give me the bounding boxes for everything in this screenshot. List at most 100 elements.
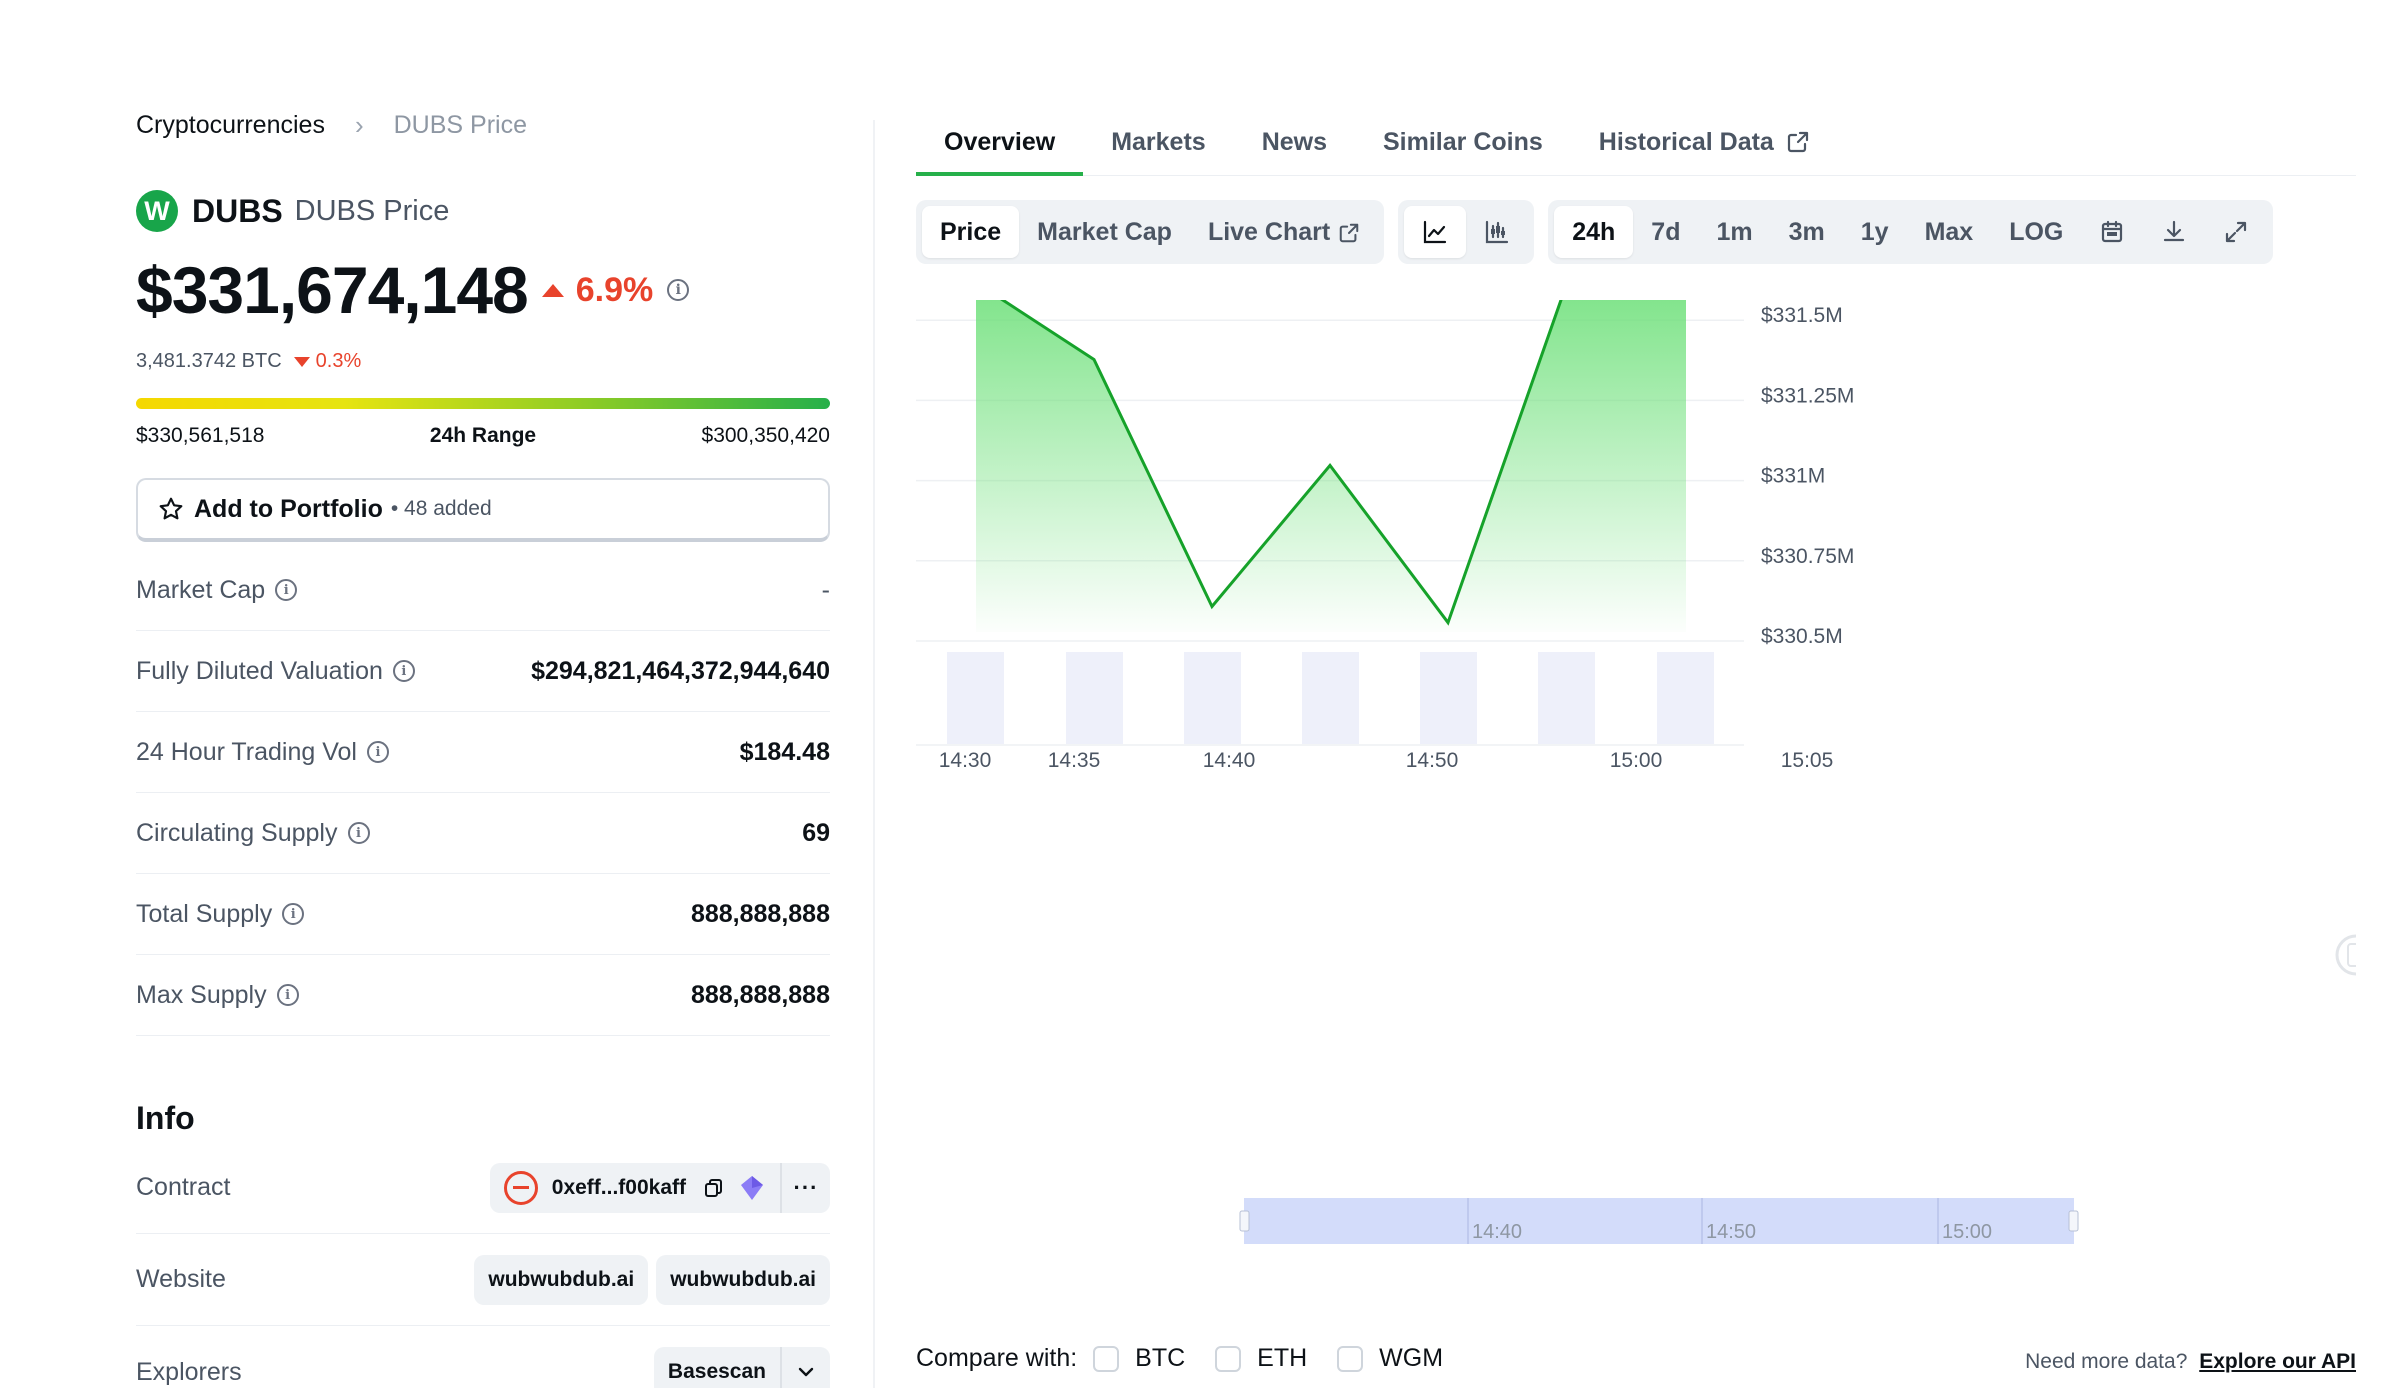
price-line: [1000, 300, 1563, 626]
range-24h-button[interactable]: 24h: [1554, 206, 1634, 258]
price-change: 6.9%: [541, 270, 654, 310]
range-labels: $330,561,518 24h Range $300,350,420: [136, 424, 830, 448]
stat-label: Market Cap: [136, 575, 266, 604]
x-tick-label: 15:05: [1781, 749, 1834, 772]
candlestick-chart-button[interactable]: [1466, 206, 1528, 258]
stat-fully-diluted-valuation: Fully Diluted Valuation i $294,821,464,37…: [136, 631, 830, 712]
checkbox[interactable]: [1215, 1345, 1242, 1372]
volume-bars: [947, 652, 1714, 744]
breadcrumb: Cryptocurrencies › DUBS Price: [136, 110, 527, 141]
info-website-row: Website wubwubdub.ai wubwubdub.ai: [136, 1234, 830, 1326]
info-icon[interactable]: i: [347, 822, 370, 844]
range-high: $300,350,420: [701, 424, 830, 447]
price-chart[interactable]: $331.75M$331.5M$331.25M$331M$330.75M$330…: [916, 300, 2356, 1310]
navigator-handle-left[interactable]: [1239, 1210, 1250, 1232]
compare-wgm[interactable]: WGM: [1337, 1344, 1443, 1373]
website-link[interactable]: wubwubdub.ai: [474, 1254, 649, 1305]
line-chart-button[interactable]: [1404, 206, 1467, 258]
view-live-chart-button[interactable]: Live Chart: [1190, 206, 1378, 258]
volume-bar: [1420, 652, 1477, 744]
volume-bar: [1538, 652, 1595, 744]
contract-more-button[interactable]: ···: [780, 1162, 830, 1213]
btc-change-value: 0.3%: [315, 350, 362, 372]
compare-btc[interactable]: BTC: [1093, 1344, 1185, 1373]
stat-market-cap: Market Cap i -: [136, 550, 830, 631]
add-to-portfolio-button[interactable]: Add to Portfolio • 48 added: [136, 478, 830, 542]
date-range-button[interactable]: [2081, 206, 2143, 258]
breadcrumb-cryptocurrencies[interactable]: Cryptocurrencies: [136, 111, 325, 139]
tab-news[interactable]: News: [1261, 128, 1327, 156]
contract-address: 0xeff...f00kaff: [551, 1175, 686, 1199]
navigator-tick-label: 15:00: [1942, 1221, 1992, 1243]
y-tick-label: $331.5M: [1761, 304, 1843, 327]
stat-label: Circulating Supply: [136, 818, 338, 847]
range-toggle-group: 24h 7d 1m 3m 1y Max LOG: [1548, 200, 2274, 264]
website-link[interactable]: wubwubdub.ai: [656, 1254, 830, 1305]
compare-eth[interactable]: ETH: [1215, 1344, 1307, 1373]
price-change-value: 6.9%: [575, 270, 654, 309]
info-explorers-row: Explorers Basescan: [136, 1326, 830, 1388]
compare-wgm-label: WGM: [1379, 1344, 1444, 1372]
external-link-icon: [1339, 223, 1359, 243]
checkbox[interactable]: [1337, 1345, 1364, 1372]
info-icon[interactable]: i: [275, 579, 298, 601]
info-icon[interactable]: i: [276, 984, 299, 1006]
range-7d-button[interactable]: 7d: [1651, 217, 1681, 246]
explorers-label: Explorers: [136, 1357, 242, 1386]
stat-trading-volume: 24 Hour Trading Vol i $184.48: [136, 712, 830, 793]
navigator-handle-right[interactable]: [2068, 1210, 2079, 1232]
tab-markets[interactable]: Markets: [1111, 128, 1206, 156]
x-tick-label: 14:40: [1203, 749, 1256, 772]
stat-max-supply: Max Supply i 888,888,888: [136, 955, 830, 1036]
stat-label: Fully Diluted Valuation: [136, 656, 383, 685]
fullscreen-button[interactable]: [2205, 206, 2267, 258]
volume-bar: [1302, 652, 1359, 744]
stat-label: Total Supply: [136, 899, 273, 928]
page-tabs: Overview Markets News Similar Coins Hist…: [916, 120, 2356, 176]
volume-bar: [1066, 652, 1123, 744]
view-price-button[interactable]: Price: [922, 206, 1020, 258]
price-btc-row: 3,481.3742 BTC 0.3%: [136, 350, 361, 373]
contract-group: 0xeff...f00kaff ···: [489, 1162, 830, 1213]
range-1m-button[interactable]: 1m: [1716, 217, 1753, 246]
info-icon[interactable]: i: [366, 741, 389, 763]
view-market-cap-button[interactable]: Market Cap: [1037, 217, 1172, 246]
range-1y-button[interactable]: 1y: [1860, 217, 1889, 246]
log-scale-button[interactable]: LOG: [2009, 217, 2064, 246]
explorers-dropdown: Basescan: [653, 1347, 830, 1388]
x-tick-label: 14:30: [939, 749, 992, 772]
compare-row: Compare with: BTC ETH WGM: [916, 1344, 1473, 1373]
contract-address-pill[interactable]: 0xeff...f00kaff: [490, 1163, 780, 1213]
website-label: Website: [136, 1265, 226, 1293]
info-icon[interactable]: i: [667, 279, 690, 301]
stat-circulating-supply: Circulating Supply i 69: [136, 793, 830, 874]
copy-icon[interactable]: [704, 1178, 724, 1198]
compare-eth-label: ETH: [1257, 1344, 1308, 1372]
info-icon[interactable]: i: [392, 660, 415, 682]
tab-historical-data[interactable]: Historical Data: [1571, 120, 1838, 176]
y-tick-label: $331.25M: [1761, 384, 1854, 407]
navigator-window[interactable]: [1244, 1198, 2074, 1244]
range-3m-button[interactable]: 3m: [1788, 217, 1825, 246]
stats-list: Market Cap i - Fully Diluted Valuation i $…: [136, 550, 830, 1036]
range-max-button[interactable]: Max: [1924, 217, 1974, 246]
tab-overview[interactable]: Overview: [916, 120, 1084, 176]
explorers-toggle[interactable]: [780, 1347, 830, 1388]
checkbox[interactable]: [1093, 1345, 1120, 1372]
coin-header: W DUBS DUBS Price: [136, 190, 449, 232]
api-note: Need more data? Explore our API: [2025, 1350, 2356, 1374]
download-button[interactable]: [2143, 206, 2205, 258]
explorer-link[interactable]: Basescan: [667, 1360, 766, 1383]
metamask-icon[interactable]: [738, 1174, 766, 1202]
compare-label: Compare with:: [916, 1344, 1078, 1372]
tab-similar-coins[interactable]: Similar Coins: [1383, 128, 1543, 156]
range-low: $330,561,518: [136, 424, 265, 447]
btc-change: 0.3%: [293, 350, 362, 373]
breadcrumb-current: DUBS Price: [393, 111, 527, 139]
navigator-ticks: 14:40 14:50 15:00: [1467, 1198, 1992, 1244]
range-navigator[interactable]: 14:40 14:50 15:00: [1239, 1198, 2079, 1244]
coin-logo: W: [136, 190, 178, 232]
explore-api-link[interactable]: Explore our API: [2199, 1350, 2356, 1373]
candlestick-icon: [1486, 220, 1509, 244]
info-icon[interactable]: i: [282, 903, 305, 925]
